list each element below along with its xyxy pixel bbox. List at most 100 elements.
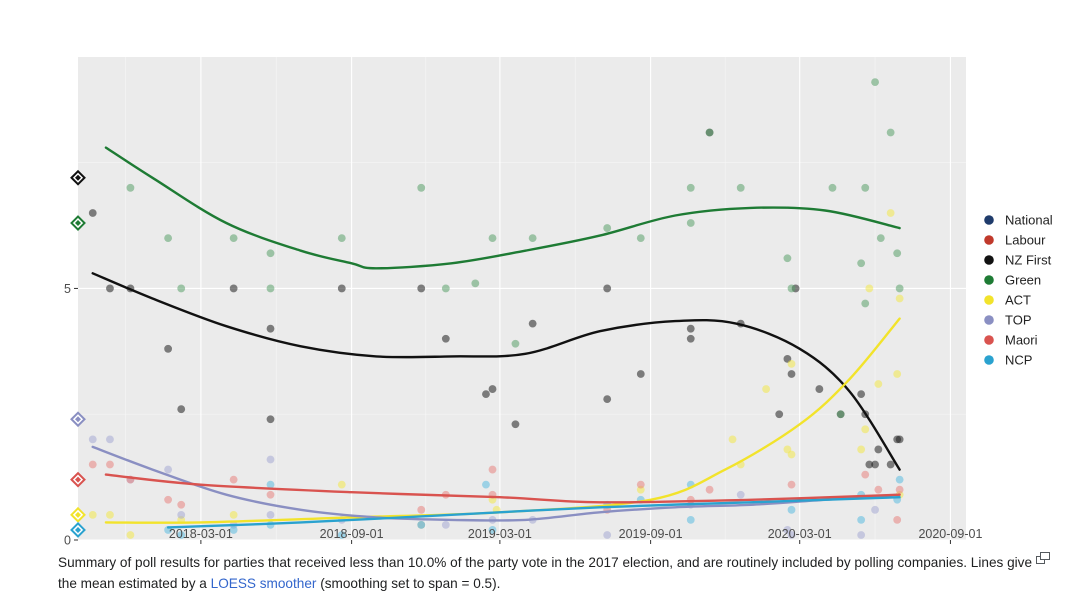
trend-line-maori <box>104 473 901 504</box>
x-tick-label: 2018-03-01 <box>169 527 233 541</box>
data-point <box>787 370 796 378</box>
series-marker-diamond-inner <box>75 511 81 518</box>
legend-key-dot <box>984 335 994 345</box>
data-point <box>266 249 275 258</box>
left-axis-markers <box>70 169 86 538</box>
data-point <box>164 495 173 504</box>
data-point <box>88 435 97 444</box>
loess-smoother-link[interactable]: LOESS smoother <box>210 576 317 591</box>
data-point <box>636 370 645 378</box>
data-point <box>857 445 866 454</box>
data-point <box>895 475 904 484</box>
data-point <box>686 324 695 333</box>
x-tick-label: 2019-09-01 <box>619 527 683 541</box>
data-point <box>417 521 426 529</box>
data-point <box>886 460 895 469</box>
data-point <box>603 395 612 404</box>
data-point <box>511 420 520 429</box>
data-point <box>636 480 645 489</box>
x-tick-label: 2020-03-01 <box>768 527 832 541</box>
data-point <box>828 183 837 192</box>
data-point <box>874 380 883 388</box>
data-point <box>886 209 895 217</box>
trend-line-act <box>104 317 901 524</box>
data-point <box>705 128 714 137</box>
data-point <box>88 460 97 469</box>
data-point <box>603 531 612 539</box>
x-tick-label: 2018-09-01 <box>320 527 384 541</box>
data-point <box>861 470 870 479</box>
data-point <box>177 510 186 519</box>
x-tick-label: 2019-03-01 <box>468 527 532 541</box>
caption-text: Summary of poll results for parties that… <box>58 555 1033 591</box>
data-point <box>871 505 879 514</box>
data-point <box>164 234 173 243</box>
data-point <box>441 521 450 529</box>
data-point <box>488 526 497 534</box>
data-point <box>861 183 870 192</box>
gridlines <box>78 57 966 541</box>
data-point <box>686 334 695 343</box>
legend-label: TOP <box>1005 313 1032 328</box>
data-point <box>861 425 870 434</box>
data-point <box>106 460 114 469</box>
data-point <box>511 339 520 348</box>
data-point <box>857 515 866 524</box>
data-point <box>736 183 745 192</box>
y-tick-label: 5 <box>64 282 71 296</box>
data-point <box>686 495 695 504</box>
data-point <box>488 234 497 243</box>
data-point <box>177 405 186 414</box>
caption-text-end: (smoothing set to span = 0.5). <box>316 576 501 591</box>
data-point <box>229 526 238 534</box>
data-point <box>229 510 238 519</box>
series-marker-diamond-inner <box>75 476 81 483</box>
data-point <box>229 475 238 484</box>
data-point <box>106 435 114 444</box>
legend-key-dot <box>984 235 994 245</box>
data-point <box>177 531 186 539</box>
data-point <box>787 360 796 368</box>
data-point <box>482 390 490 398</box>
data-point <box>488 385 497 393</box>
data-point <box>871 460 879 469</box>
data-point <box>787 284 796 293</box>
series-marker-diamond-inner <box>75 174 81 181</box>
enlarge-icon[interactable] <box>1036 552 1050 564</box>
data-point <box>229 284 238 293</box>
poll-chart: 2018-03-01 2018-09-01 2019-03-01 2019-09-01… <box>64 57 1053 548</box>
legend-key-dot <box>984 295 994 305</box>
legend-label: Maori <box>1005 333 1038 348</box>
data-point <box>857 259 866 268</box>
data-point <box>177 284 186 293</box>
data-point <box>106 510 114 519</box>
data-point <box>686 219 695 227</box>
data-point <box>775 410 784 419</box>
data-point <box>266 490 275 499</box>
data-point <box>266 455 275 464</box>
data-point <box>482 480 490 489</box>
data-point <box>88 510 97 519</box>
data-point <box>836 410 845 419</box>
data-point <box>126 531 135 539</box>
data-point <box>895 284 904 293</box>
legend-key-dot <box>984 215 994 225</box>
data-point <box>441 284 450 293</box>
data-point <box>266 480 275 489</box>
series-marker-diamond-inner <box>75 416 81 423</box>
legend-key-dot <box>984 255 994 265</box>
data-point <box>603 284 612 293</box>
data-point <box>417 183 426 192</box>
y-tick-label: 0 <box>64 534 71 548</box>
data-point <box>762 385 771 393</box>
axes: 2018-03-01 2018-09-01 2019-03-01 2019-09-01… <box>64 282 982 548</box>
legend-label: Labour <box>1005 233 1046 248</box>
data-point <box>857 390 866 398</box>
legend-label: ACT <box>1005 293 1031 308</box>
data-point <box>528 319 537 328</box>
data-point <box>861 299 870 308</box>
data-point <box>787 450 796 459</box>
data-point <box>164 465 173 474</box>
data-point <box>266 324 275 333</box>
data-point <box>893 249 902 258</box>
